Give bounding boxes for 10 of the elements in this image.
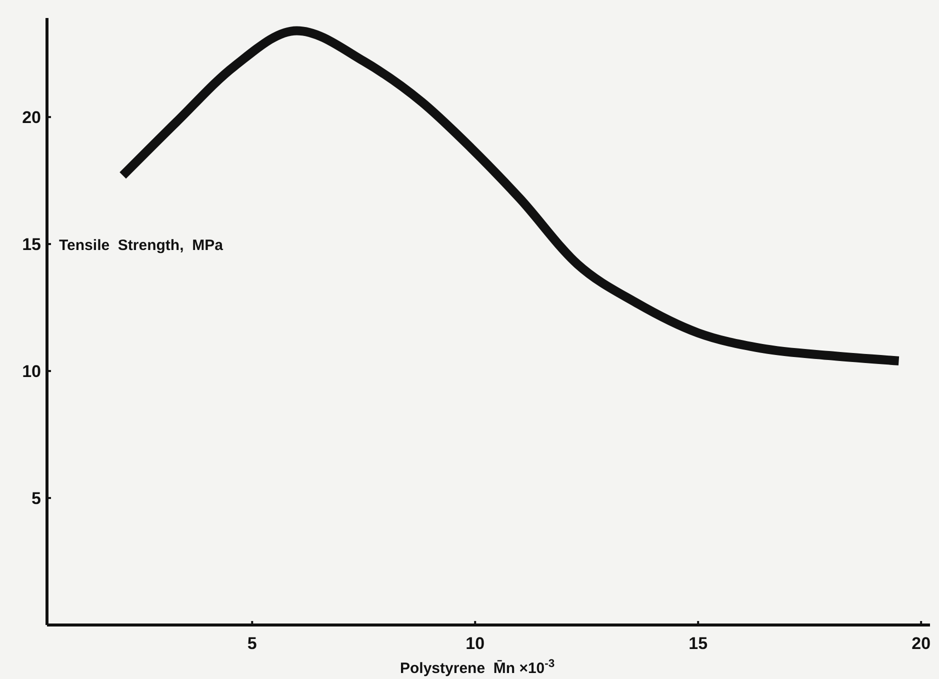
- x-tick-label: 10: [466, 634, 485, 653]
- x-axis-title: Polystyrene M̄n ×10$^{-3}$: [400, 658, 555, 677]
- y-tick-label: 10: [22, 362, 41, 382]
- y-tick-label: 20: [22, 108, 41, 128]
- y-tick-label: 5: [32, 489, 41, 508]
- x-tick-label: 5: [247, 634, 257, 653]
- x-tick-label: 15: [688, 634, 708, 653]
- x-tick-label: 20: [912, 634, 931, 653]
- y-tick-label: 15: [22, 235, 41, 254]
- y-axis-title: Tensile Strength, MPa: [59, 237, 224, 254]
